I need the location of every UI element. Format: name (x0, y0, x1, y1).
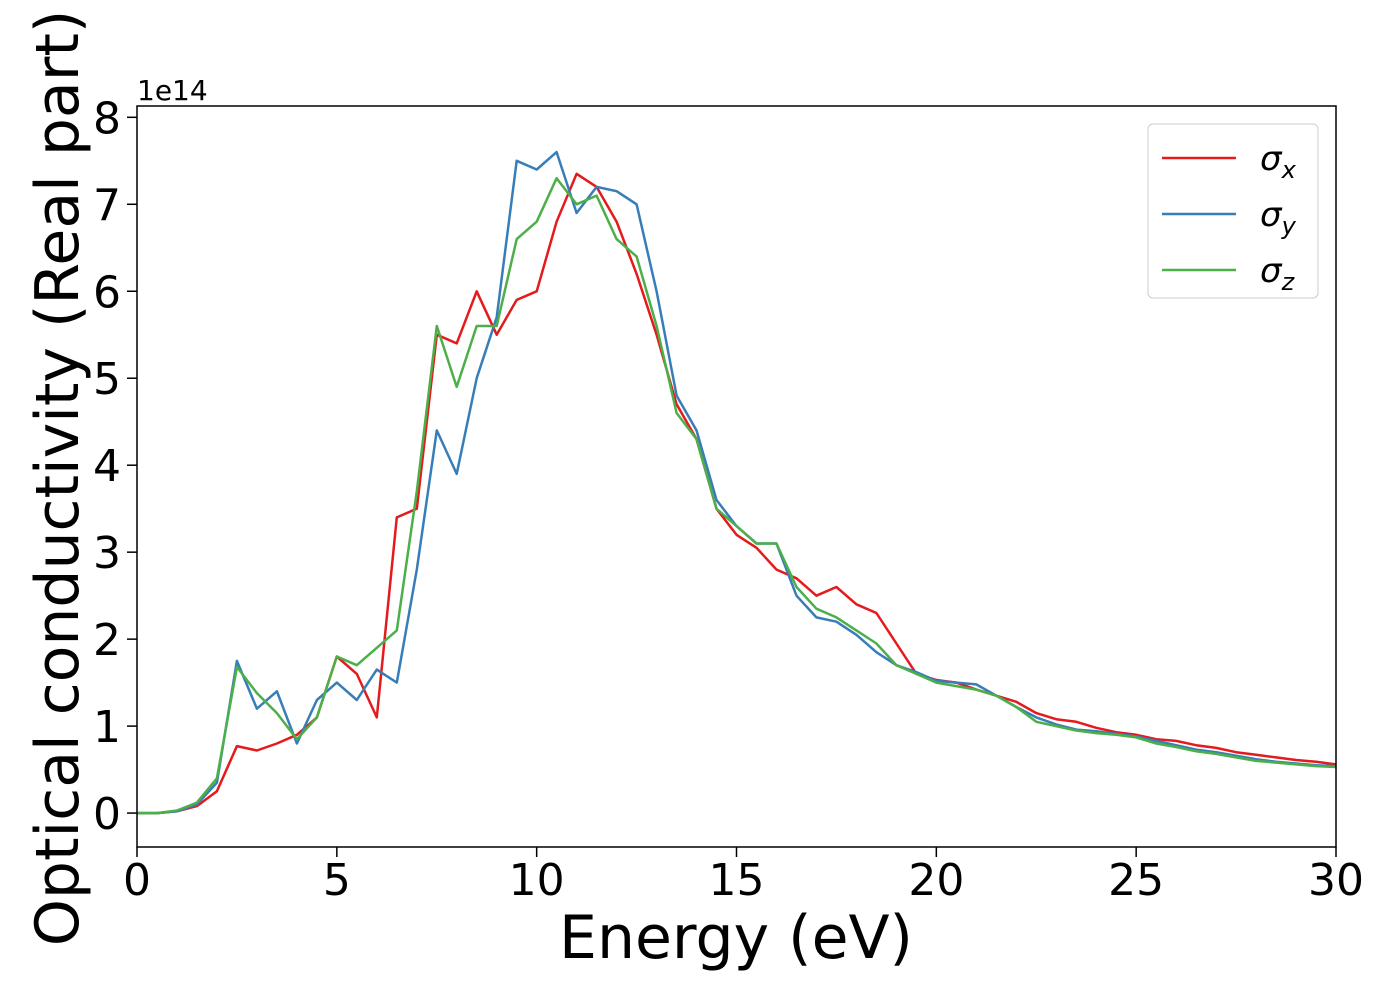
x-tick-label: 20 (908, 855, 964, 906)
x-tick-label: 30 (1308, 855, 1364, 906)
y-tick-label: 2 (93, 615, 121, 666)
x-tick-label: 15 (709, 855, 765, 906)
series-line (137, 176, 1337, 815)
plot-frame (136, 105, 1337, 848)
x-tick-label: 25 (1108, 855, 1164, 906)
x-tick-label: 10 (509, 855, 565, 906)
y-tick-label: 4 (93, 441, 121, 492)
x-tick-label: 0 (123, 855, 151, 906)
x-tick-label: 5 (323, 855, 351, 906)
y-tick-label: 7 (93, 180, 121, 231)
y-tick-label: 3 (93, 528, 121, 579)
x-axis-label: Energy (eV) (559, 903, 913, 973)
y-tick-label: 8 (93, 93, 121, 144)
y-tick-label: 5 (93, 354, 121, 405)
y-tick-label: 6 (93, 267, 121, 318)
legend-box (1147, 123, 1319, 299)
legend-label: σy (1260, 195, 1297, 240)
y-tick-label: 0 (93, 789, 121, 840)
legend-label: σx (1260, 139, 1297, 184)
legend-label: σz (1260, 251, 1296, 296)
y-tick-label: 1 (93, 702, 121, 753)
y-offset-label: 1e14 (137, 74, 208, 107)
y-axis-label: Optical conductivity (Real part) (23, 10, 93, 947)
